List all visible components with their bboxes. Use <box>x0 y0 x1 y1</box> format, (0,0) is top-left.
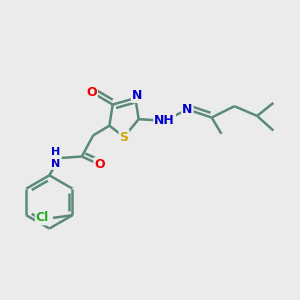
Text: N: N <box>182 103 193 116</box>
Text: S: S <box>119 130 128 143</box>
Text: O: O <box>86 86 97 99</box>
Text: N: N <box>132 89 142 102</box>
Text: H
N: H N <box>52 147 61 169</box>
Text: O: O <box>94 158 105 171</box>
Text: NH: NH <box>154 114 175 127</box>
Text: Cl: Cl <box>36 211 49 224</box>
